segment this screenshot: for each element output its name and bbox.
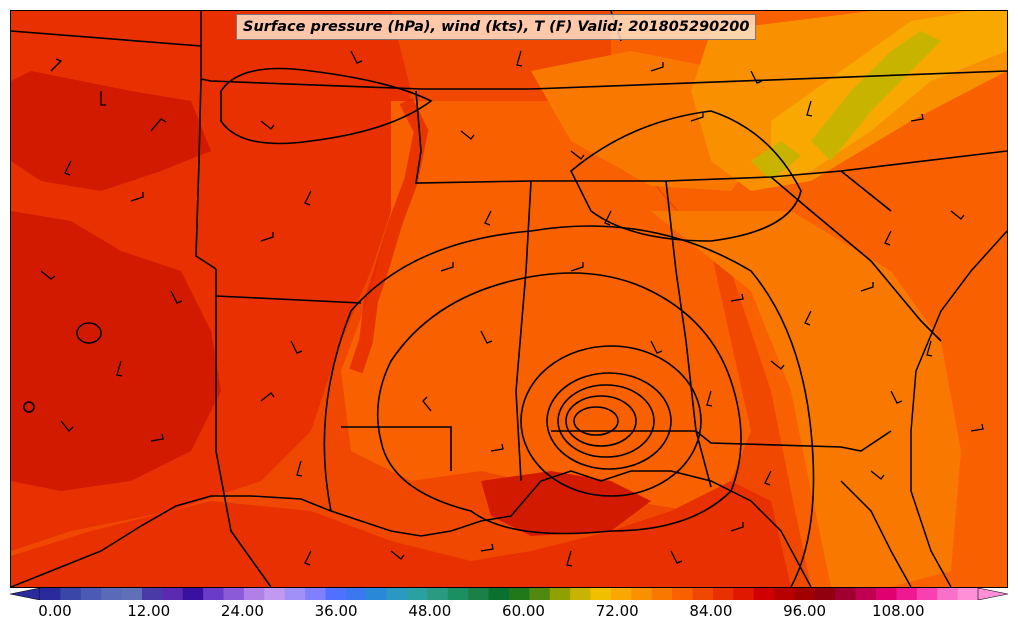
colorbar-swatch (855, 588, 877, 600)
map-panel (10, 10, 1008, 588)
colorbar-swatch (549, 588, 571, 600)
colorbar-swatch (243, 588, 265, 600)
colorbar-tick-label: 108.00 (872, 602, 925, 620)
colorbar-tick-label: 48.00 (408, 602, 452, 620)
colorbar-swatch (916, 588, 938, 600)
colorbar-swatch (937, 588, 959, 600)
temperature-field-oklahoma-hot (11, 71, 211, 191)
colorbar-labels: 0.00 12.00 24.00 36.00 48.00 60.00 72.00 84.00 9… (0, 602, 1018, 624)
colorbar-swatch (366, 588, 388, 600)
colorbar-swatch (40, 588, 61, 600)
map-canvas (11, 11, 1007, 587)
temperature-field-texas-hottest (11, 211, 221, 491)
colorbar-swatch (570, 588, 592, 600)
colorbar-swatch (427, 588, 449, 600)
colorbar-tick-label: 12.00 (127, 602, 171, 620)
colorbar-swatch (345, 588, 367, 600)
colorbar-tick-label: 96.00 (783, 602, 827, 620)
colorbar-swatch (284, 588, 306, 600)
colorbar-swatch (896, 588, 918, 600)
colorbar-swatch (814, 588, 836, 600)
colorbar-swatch (957, 588, 979, 600)
colorbar-swatch (610, 588, 632, 600)
colorbar-swatch (264, 588, 286, 600)
colorbar-swatch (651, 588, 673, 600)
colorbar-swatch (712, 588, 734, 600)
colorbar-swatch (325, 588, 347, 600)
colorbar-swatch (631, 588, 653, 600)
colorbar-swatch (305, 588, 326, 600)
colorbar-tick-label: 36.00 (314, 602, 358, 620)
colorbar-swatch (794, 588, 816, 600)
colorbar-swatch (162, 588, 184, 600)
colorbar-tick-label: 24.00 (220, 602, 264, 620)
colorbar-swatch (182, 588, 204, 600)
colorbar-swatch (692, 588, 714, 600)
colorbar-swatch (733, 588, 755, 600)
colorbar (10, 588, 1008, 600)
temperature-field-gulf-core (481, 471, 651, 536)
colorbar-swatch (509, 588, 530, 600)
wind-barbs (40, 50, 984, 567)
colorbar-tick-label: 60.00 (502, 602, 545, 620)
colorbar-swatch (141, 588, 163, 600)
colorbar-swatch (80, 588, 102, 600)
colorbar-swatch (101, 588, 123, 600)
colorbar-swatch (60, 588, 82, 600)
temperature-field-gulf (11, 481, 791, 587)
colorbar-swatch (407, 588, 428, 600)
state-borders (11, 11, 1007, 587)
coastline (11, 230, 1007, 587)
map-title: Surface pressure (hPa), wind (kts), T (F… (236, 14, 757, 40)
colorbar-swatch (386, 588, 408, 600)
colorbar-swatch (590, 588, 612, 600)
colorbar-swatch (774, 588, 795, 600)
colorbar-swatch (876, 588, 897, 600)
colorbar-swatch (121, 588, 143, 600)
colorbar-swatch (447, 588, 469, 600)
colorbar-swatch (672, 588, 694, 600)
colorbar-swatch (203, 588, 225, 600)
colorbar-tick-label: 84.00 (689, 602, 733, 620)
colorbar-tick-label: 72.00 (595, 602, 639, 620)
colorbar-swatch (835, 588, 857, 600)
colorbar-swatch (468, 588, 490, 600)
colorbar-swatch (223, 588, 245, 600)
colorbar-min-extension (10, 588, 41, 600)
colorbar-max-extension (977, 588, 1008, 600)
colorbar-swatch (488, 588, 510, 600)
temperature-field-central-mild (341, 101, 751, 511)
temperature-field-mountains (811, 31, 941, 161)
colorbar-swatch (753, 588, 775, 600)
isobars (23, 67, 815, 587)
colorbar-swatch (529, 588, 551, 600)
temperature-field-mountains-2 (751, 141, 801, 181)
colorbar-tick-label: 0.00 (38, 602, 72, 620)
